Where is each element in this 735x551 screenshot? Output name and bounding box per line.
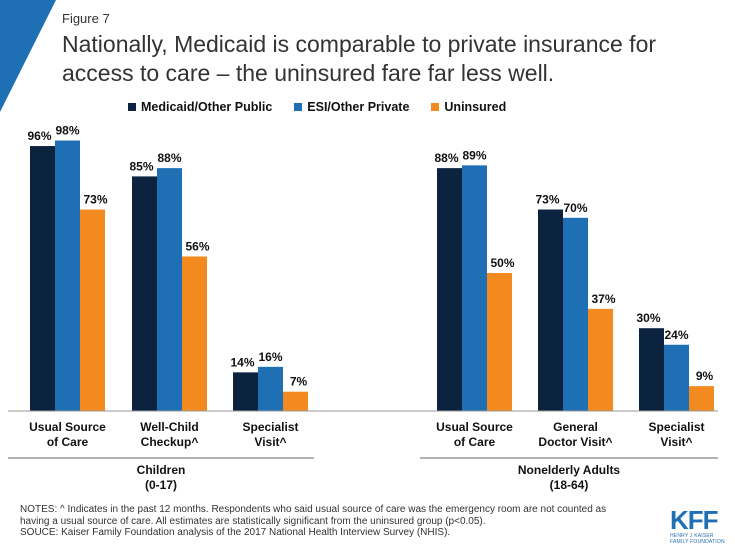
value-label-s0-c5: 30% bbox=[636, 311, 660, 325]
category-label-c1-l0: Well-Child bbox=[140, 420, 198, 434]
bar-s1-c3 bbox=[462, 165, 487, 411]
category-label-c0-l1: of Care bbox=[47, 435, 89, 449]
value-label-s0-c4: 73% bbox=[535, 193, 559, 207]
note-line-3: SOUCE: Kaiser Family Foundation analysis… bbox=[20, 527, 451, 538]
legend-swatch-esi bbox=[294, 103, 303, 111]
legend-item-uninsured: Uninsured bbox=[431, 100, 506, 114]
note-line-2: having a usual source of care. All estim… bbox=[20, 515, 486, 527]
bar-s2-c2 bbox=[283, 391, 308, 411]
category-label-c1-l1: Checkup^ bbox=[141, 435, 199, 449]
category-label-c5-l1: Visit^ bbox=[660, 435, 692, 449]
value-label-s2-c1: 56% bbox=[185, 239, 209, 253]
value-label-s1-c1: 88% bbox=[157, 151, 181, 165]
legend-label-medicaid: Medicaid/Other Public bbox=[141, 100, 273, 114]
bar-s2-c3 bbox=[487, 273, 512, 411]
value-label-s1-c3: 89% bbox=[462, 148, 486, 162]
figure-label: Figure 7 bbox=[62, 11, 110, 26]
category-label-c2-l1: Visit^ bbox=[254, 435, 286, 449]
category-label-c5-l0: Specialist bbox=[648, 420, 704, 434]
legend-label-uninsured: Uninsured bbox=[444, 100, 507, 114]
category-label-c4-l0: General bbox=[553, 420, 598, 434]
legend-item-medicaid: Medicaid/Other Public bbox=[128, 100, 272, 114]
group-label-1-l0: Nonelderly Adults bbox=[518, 463, 621, 477]
group-label-1-l1: (18-64) bbox=[550, 478, 589, 492]
value-label-s2-c5: 9% bbox=[696, 369, 714, 383]
footnotes: NOTES: ^ Indicates in the past 12 months… bbox=[20, 504, 650, 539]
bar-s2-c4 bbox=[588, 308, 613, 411]
category-label-c3-l1: of Care bbox=[454, 435, 496, 449]
value-label-s2-c4: 37% bbox=[591, 292, 615, 306]
bar-s1-c2 bbox=[258, 366, 283, 411]
legend-swatch-medicaid bbox=[128, 103, 136, 111]
legend-label-esi: ESI/Other Private bbox=[307, 100, 410, 114]
bar-s0-c5 bbox=[639, 328, 664, 411]
value-label-s1-c5: 24% bbox=[664, 328, 688, 342]
category-label-c3-l0: Usual Source bbox=[436, 420, 513, 434]
note-line-1: NOTES: ^ Indicates in the past 12 months… bbox=[20, 504, 607, 515]
group-label-0-l0: Children bbox=[137, 463, 186, 477]
legend: Medicaid/Other Public ESI/Other Private … bbox=[128, 100, 528, 114]
legend-item-esi: ESI/Other Private bbox=[294, 100, 409, 114]
bar-s1-c4 bbox=[563, 217, 588, 411]
bar-s0-c1 bbox=[132, 176, 157, 411]
bar-s2-c1 bbox=[182, 256, 207, 411]
bar-s0-c0 bbox=[30, 146, 55, 412]
category-label-c2-l0: Specialist bbox=[242, 420, 298, 434]
value-label-s1-c2: 16% bbox=[258, 350, 282, 364]
value-label-s0-c1: 85% bbox=[129, 159, 153, 173]
value-label-s2-c3: 50% bbox=[490, 256, 514, 270]
bar-s2-c0 bbox=[80, 209, 105, 411]
value-label-s2-c0: 73% bbox=[83, 193, 107, 207]
value-label-s0-c0: 96% bbox=[27, 129, 51, 143]
group-label-0-l1: (0-17) bbox=[145, 478, 177, 492]
value-label-s1-c0: 98% bbox=[55, 124, 79, 138]
chart-title: Nationally, Medicaid is comparable to pr… bbox=[62, 31, 657, 86]
bar-s0-c3 bbox=[437, 168, 462, 411]
value-label-s2-c2: 7% bbox=[290, 375, 308, 389]
kff-logo: KFF HENRY J KAISER FAMILY FOUNDATION bbox=[670, 507, 726, 545]
bar-s1-c1 bbox=[157, 168, 182, 411]
logo-mark: KFF bbox=[670, 505, 719, 535]
bar-s0-c2 bbox=[233, 372, 258, 411]
value-label-s0-c3: 88% bbox=[434, 151, 458, 165]
legend-swatch-uninsured bbox=[431, 103, 440, 111]
category-label-c4-l1: Doctor Visit^ bbox=[538, 435, 612, 449]
bar-s1-c0 bbox=[55, 140, 80, 411]
corner-accent bbox=[0, 0, 56, 112]
value-label-s0-c2: 14% bbox=[230, 355, 254, 369]
value-label-s1-c4: 70% bbox=[563, 201, 587, 215]
logo-subtitle: HENRY J KAISER FAMILY FOUNDATION bbox=[670, 533, 725, 545]
bar-s0-c4 bbox=[538, 209, 563, 411]
bar-s2-c5 bbox=[689, 386, 714, 411]
category-label-c0-l0: Usual Source bbox=[29, 420, 106, 434]
bar-s1-c5 bbox=[664, 344, 689, 411]
